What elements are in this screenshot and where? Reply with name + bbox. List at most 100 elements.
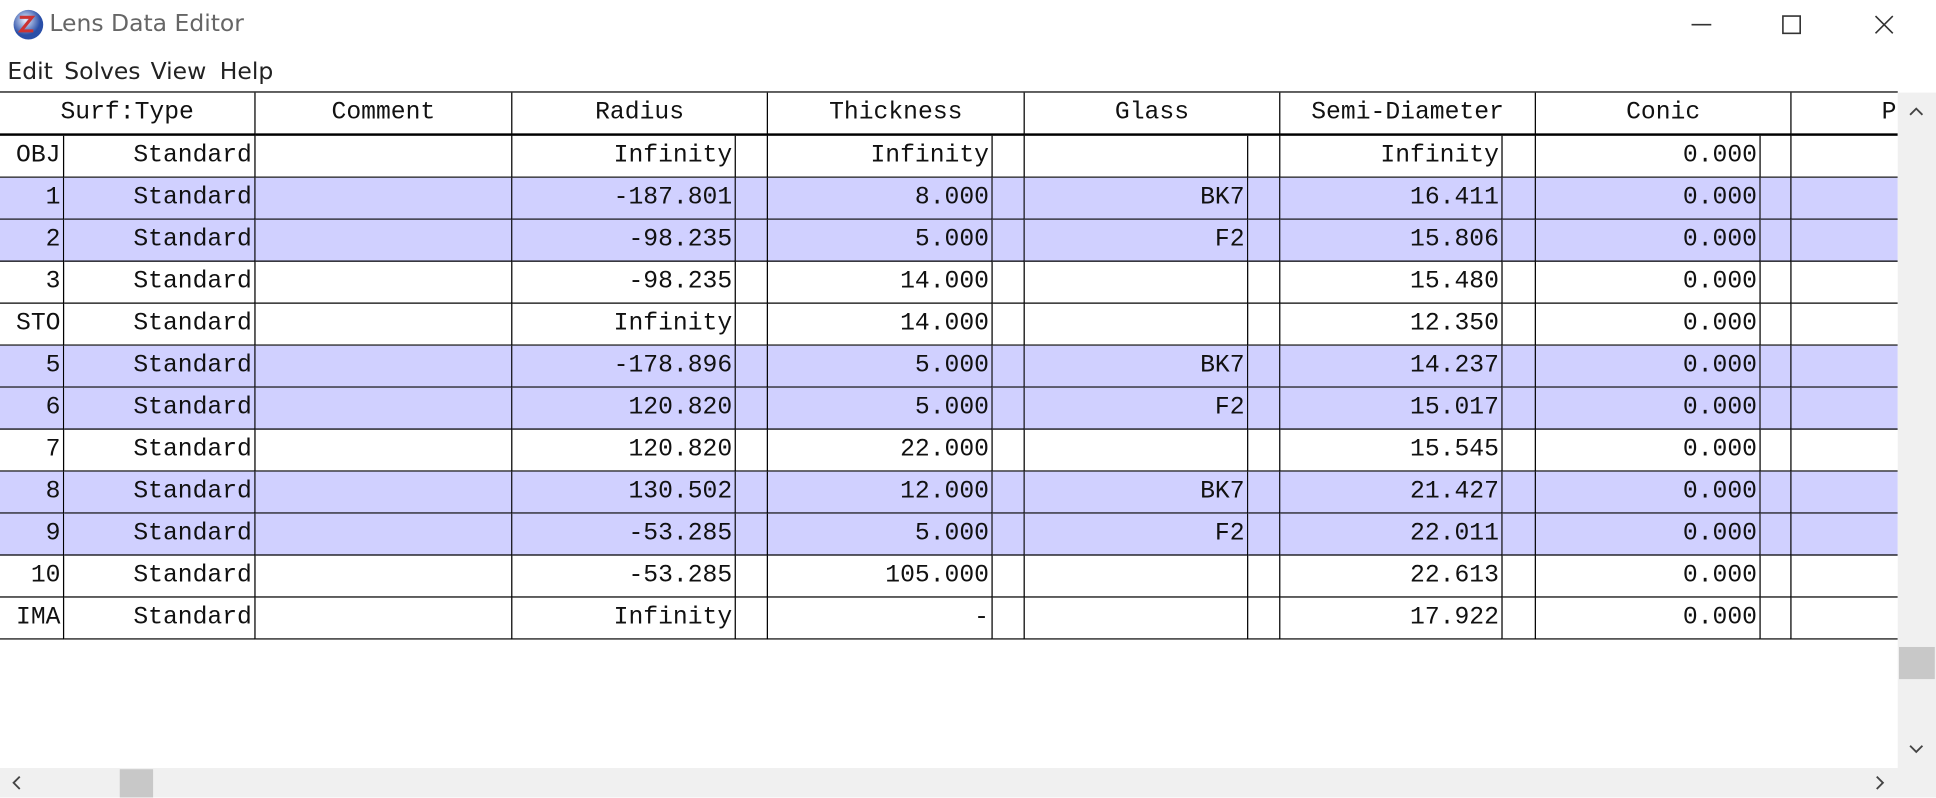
solve-cell[interactable] bbox=[1248, 471, 1281, 514]
radius[interactable]: -178.896 bbox=[512, 345, 736, 388]
solve-cell[interactable] bbox=[992, 597, 1025, 640]
surface-type[interactable]: Standard bbox=[64, 387, 256, 430]
glass[interactable]: BK7 bbox=[1024, 471, 1249, 514]
solve-cell[interactable] bbox=[1760, 261, 1792, 304]
surface-number[interactable]: IMA bbox=[0, 597, 65, 640]
radius[interactable]: Infinity bbox=[512, 303, 736, 346]
solve-cell[interactable] bbox=[1760, 429, 1792, 472]
semi-diameter[interactable]: Infinity bbox=[1280, 135, 1503, 178]
solve-cell[interactable] bbox=[1502, 387, 1536, 430]
glass[interactable] bbox=[1024, 135, 1249, 178]
semi-diameter[interactable]: 17.922 bbox=[1280, 597, 1503, 640]
solve-cell[interactable] bbox=[1248, 135, 1281, 178]
thickness[interactable]: - bbox=[767, 597, 993, 640]
column-header[interactable]: Surf:Type bbox=[0, 92, 256, 136]
solve-cell[interactable] bbox=[1760, 303, 1792, 346]
solve-cell[interactable] bbox=[1791, 219, 1898, 262]
conic[interactable]: 0.000 bbox=[1535, 261, 1761, 304]
solve-cell[interactable] bbox=[1248, 387, 1281, 430]
glass[interactable]: F2 bbox=[1024, 513, 1249, 556]
radius[interactable]: -187.801 bbox=[512, 177, 736, 220]
surface-number[interactable]: 3 bbox=[0, 261, 65, 304]
solve-cell[interactable] bbox=[992, 471, 1025, 514]
comment[interactable] bbox=[255, 177, 513, 220]
surface-type[interactable]: Standard bbox=[64, 303, 256, 346]
thickness[interactable]: 5.000 bbox=[767, 219, 993, 262]
solve-cell[interactable] bbox=[992, 555, 1025, 598]
maximize-button[interactable] bbox=[1782, 15, 1801, 35]
surface-type[interactable]: Standard bbox=[64, 471, 256, 514]
solve-cell[interactable] bbox=[992, 345, 1025, 388]
surface-type[interactable]: Standard bbox=[64, 555, 256, 598]
glass[interactable]: BK7 bbox=[1024, 177, 1249, 220]
column-header[interactable]: Comment bbox=[255, 92, 513, 136]
thickness[interactable]: 5.000 bbox=[767, 387, 993, 430]
conic[interactable]: 0.000 bbox=[1535, 429, 1761, 472]
radius[interactable]: -98.235 bbox=[512, 261, 736, 304]
solve-cell[interactable] bbox=[735, 387, 768, 430]
solve-cell[interactable] bbox=[1502, 345, 1536, 388]
semi-diameter[interactable]: 15.806 bbox=[1280, 219, 1503, 262]
solve-cell[interactable] bbox=[992, 261, 1025, 304]
semi-diameter[interactable]: 14.237 bbox=[1280, 345, 1503, 388]
solve-cell[interactable] bbox=[735, 597, 768, 640]
horizontal-scrollbar[interactable] bbox=[0, 767, 1936, 798]
conic[interactable]: 0.000 bbox=[1535, 219, 1761, 262]
conic[interactable]: 0.000 bbox=[1535, 177, 1761, 220]
solve-cell[interactable] bbox=[1248, 513, 1281, 556]
solve-cell[interactable] bbox=[735, 513, 768, 556]
thickness[interactable]: 8.000 bbox=[767, 177, 993, 220]
solve-cell[interactable] bbox=[1248, 597, 1281, 640]
solve-cell[interactable] bbox=[992, 513, 1025, 556]
solve-cell[interactable] bbox=[1248, 261, 1281, 304]
glass[interactable]: BK7 bbox=[1024, 345, 1249, 388]
column-header[interactable]: Par 0 bbox=[1791, 93, 1898, 136]
solve-cell[interactable] bbox=[735, 429, 768, 472]
solve-cell[interactable] bbox=[1791, 387, 1898, 430]
surface-number[interactable]: 6 bbox=[0, 387, 65, 430]
radius[interactable]: 130.502 bbox=[512, 471, 736, 514]
solve-cell[interactable] bbox=[1791, 345, 1898, 388]
radius[interactable]: Infinity bbox=[512, 597, 736, 640]
comment[interactable] bbox=[255, 429, 513, 472]
glass[interactable] bbox=[1024, 261, 1249, 304]
glass[interactable] bbox=[1024, 429, 1249, 472]
solve-cell[interactable] bbox=[1760, 555, 1792, 598]
semi-diameter[interactable]: 22.011 bbox=[1280, 513, 1503, 556]
solve-cell[interactable] bbox=[1791, 430, 1898, 472]
comment[interactable] bbox=[255, 513, 513, 556]
solve-cell[interactable] bbox=[1502, 261, 1536, 304]
glass[interactable] bbox=[1024, 555, 1249, 598]
comment[interactable] bbox=[255, 219, 513, 262]
conic[interactable]: 0.000 bbox=[1535, 345, 1761, 388]
solve-cell[interactable] bbox=[992, 219, 1025, 262]
surface-type[interactable]: Standard bbox=[64, 429, 256, 472]
solve-cell[interactable] bbox=[735, 261, 768, 304]
solve-cell[interactable] bbox=[1760, 177, 1792, 220]
surface-type[interactable]: Standard bbox=[64, 177, 256, 220]
comment[interactable] bbox=[255, 471, 513, 514]
comment[interactable] bbox=[255, 597, 513, 640]
conic[interactable]: 0.000 bbox=[1535, 555, 1761, 598]
conic[interactable]: 0.000 bbox=[1535, 303, 1761, 346]
conic[interactable]: 0.000 bbox=[1535, 513, 1761, 556]
semi-diameter[interactable]: 15.480 bbox=[1280, 261, 1503, 304]
comment[interactable] bbox=[255, 135, 513, 178]
solve-cell[interactable] bbox=[1502, 135, 1536, 178]
menu-item[interactable]: Solves bbox=[64, 58, 141, 86]
solve-cell[interactable] bbox=[1791, 304, 1898, 346]
solve-cell[interactable] bbox=[1760, 387, 1792, 430]
surface-number[interactable]: 9 bbox=[0, 513, 65, 556]
solve-cell[interactable] bbox=[1502, 219, 1536, 262]
conic[interactable]: 0.000 bbox=[1535, 135, 1761, 178]
radius[interactable]: -53.285 bbox=[512, 555, 736, 598]
solve-cell[interactable] bbox=[735, 135, 768, 178]
solve-cell[interactable] bbox=[1791, 598, 1898, 640]
solve-cell[interactable] bbox=[1760, 345, 1792, 388]
radius[interactable]: -53.285 bbox=[512, 513, 736, 556]
thickness[interactable]: 14.000 bbox=[767, 261, 993, 304]
close-button[interactable] bbox=[1874, 15, 1894, 34]
column-header[interactable]: Thickness bbox=[767, 92, 1025, 136]
solve-cell[interactable] bbox=[1502, 429, 1536, 472]
solve-cell[interactable] bbox=[735, 177, 768, 220]
